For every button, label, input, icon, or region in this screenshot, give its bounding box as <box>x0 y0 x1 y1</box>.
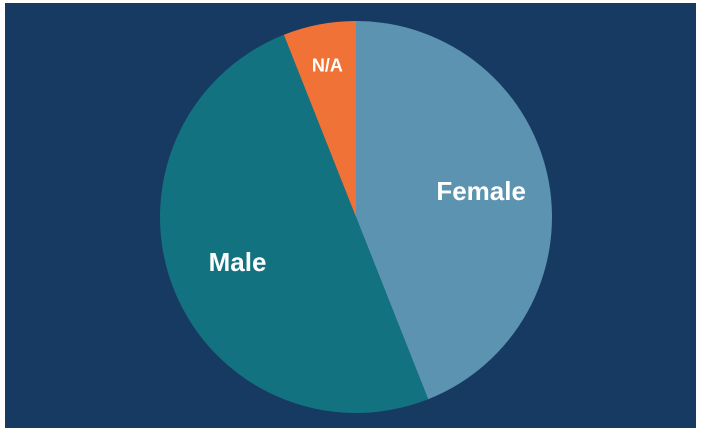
slice-label: Female <box>436 176 526 206</box>
slice-label: Male <box>209 247 267 277</box>
pie-slice <box>283 21 356 217</box>
slice-label: N/A <box>312 56 343 76</box>
pie-slice <box>160 34 429 414</box>
pie-slice <box>356 21 553 400</box>
